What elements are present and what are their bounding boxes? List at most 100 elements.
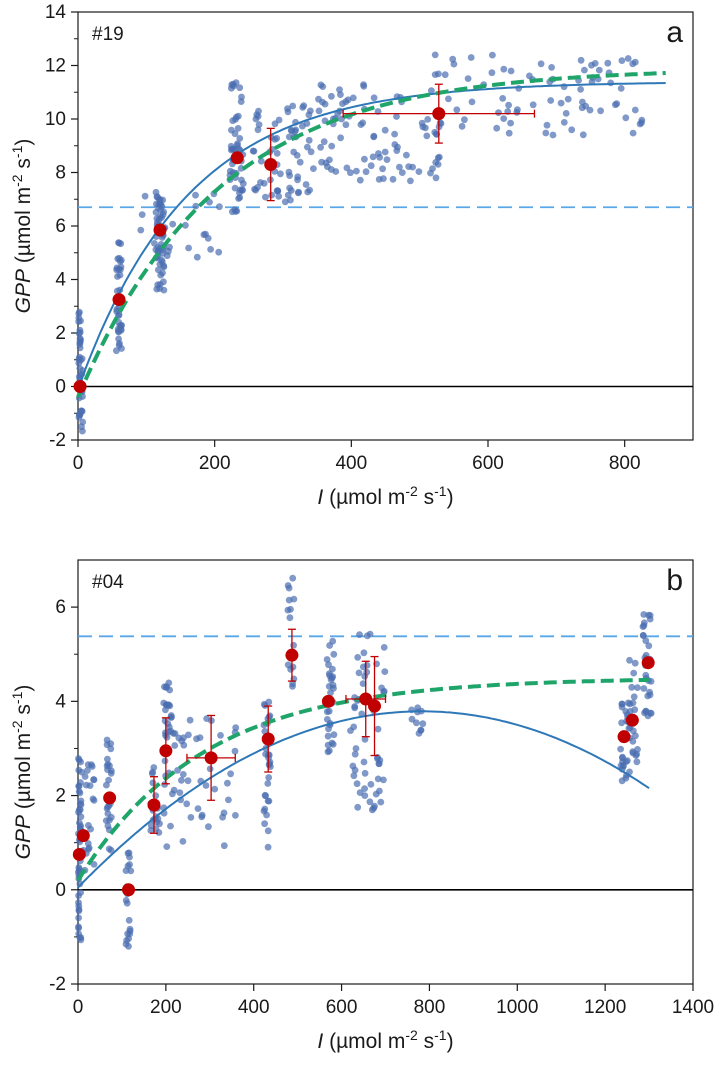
mean-point (432, 107, 446, 121)
scatter-point (105, 845, 113, 853)
scatter-point (604, 59, 612, 67)
scatter-point (289, 663, 297, 671)
scatter-point (336, 86, 343, 94)
scatter-point (163, 843, 171, 850)
x-axis-title-variable: I (317, 1030, 323, 1053)
scatter-point (431, 51, 439, 59)
scatter-point (178, 737, 186, 745)
scatter-point (166, 243, 173, 251)
scatter-point (150, 764, 158, 771)
x-tick-label: 1400 (672, 997, 714, 1018)
scatter-point (262, 193, 269, 201)
scatter-point (330, 731, 338, 739)
y-tick-label: 12 (45, 56, 66, 77)
scatter-point (274, 187, 281, 195)
scatter-point (507, 119, 514, 127)
scatter-point (591, 60, 599, 67)
scatter-point (75, 892, 82, 899)
scatter-point (579, 98, 586, 106)
scatter-point (287, 605, 294, 613)
scatter-point (78, 423, 85, 431)
scatter-point (76, 338, 84, 346)
scatter-point (204, 234, 212, 242)
y-axis-title: GPP (µmol m-2 s-1) (9, 685, 35, 860)
scatter-point (595, 66, 603, 74)
scatter-point (264, 843, 272, 851)
mean-point (72, 847, 86, 861)
y-tick-label: 14 (45, 2, 67, 23)
fit-curve-solid (77, 710, 650, 889)
mean-point (359, 692, 373, 706)
scatter-point (265, 774, 273, 781)
scatter-point (577, 56, 585, 64)
y-tick-label: 6 (55, 216, 66, 237)
x-tick-label: 600 (326, 997, 358, 1018)
scatter-point (161, 683, 168, 691)
scatter-point (499, 95, 507, 102)
scatter-point (640, 619, 648, 627)
scatter-point (192, 202, 200, 210)
scatter-point (198, 813, 206, 821)
scatter-point (317, 143, 324, 151)
scatter-point (236, 84, 244, 92)
scatter-point (391, 130, 398, 138)
y-tick-label: 2 (55, 786, 66, 807)
mean-point (76, 829, 90, 843)
scatter-point (431, 71, 439, 78)
scatter-point (321, 100, 329, 108)
scatter-point (407, 177, 414, 185)
scatter-point (347, 169, 354, 177)
scatter-point (286, 614, 294, 622)
unit-exponent: -1 (9, 691, 25, 704)
scatter-point (631, 659, 639, 667)
scatter-point (408, 715, 416, 723)
scatter-point (299, 104, 307, 111)
y-tick-label: -2 (49, 974, 66, 995)
x-tick-label: 400 (238, 997, 270, 1018)
scatter-point (215, 248, 223, 256)
scatter-point (369, 153, 377, 161)
scatter-point (415, 168, 423, 176)
scatter-point (381, 148, 389, 156)
y-tick-label: 8 (55, 163, 66, 184)
x-tick-label: 0 (73, 453, 84, 474)
scatter-point (176, 789, 184, 796)
mean-point (122, 883, 136, 897)
scatter-point (642, 637, 650, 645)
scatter-point (116, 322, 124, 330)
scatter-point (102, 817, 110, 824)
scatter-point (169, 220, 177, 228)
scatter-point (284, 582, 292, 589)
scatter-point (537, 60, 545, 68)
mean-point (285, 648, 299, 662)
scatter-point (505, 129, 513, 137)
mean-point (261, 732, 275, 746)
scatter-point (495, 109, 502, 116)
scatter-point (193, 735, 200, 743)
scatter-point (326, 642, 333, 649)
scatter-point (104, 810, 112, 817)
unit-exponent: -1 (9, 145, 25, 158)
scatter-point (375, 176, 383, 183)
scatter-point (640, 685, 648, 692)
x-axis-title: I (µmol m-2 s-1) (317, 483, 453, 509)
scatter-point (505, 101, 512, 109)
mean-point (264, 157, 278, 171)
scatter-point (117, 256, 125, 264)
scatter-point (361, 769, 369, 777)
scatter-point (432, 174, 440, 182)
scatter-point (115, 328, 123, 336)
scatter-point (361, 735, 369, 743)
scatter-point (356, 631, 363, 638)
scatter-point (228, 81, 236, 89)
scatter-point (633, 750, 641, 758)
scatter-point (629, 699, 637, 707)
scatter-point (597, 107, 604, 115)
x-axis-title-unit: (µmol m-2 s-1) (329, 1027, 454, 1053)
scatter-point (284, 191, 292, 199)
scatter-point (367, 162, 375, 170)
mean-point (641, 656, 655, 670)
scatter-point (639, 632, 647, 639)
scatter-point (194, 805, 202, 812)
